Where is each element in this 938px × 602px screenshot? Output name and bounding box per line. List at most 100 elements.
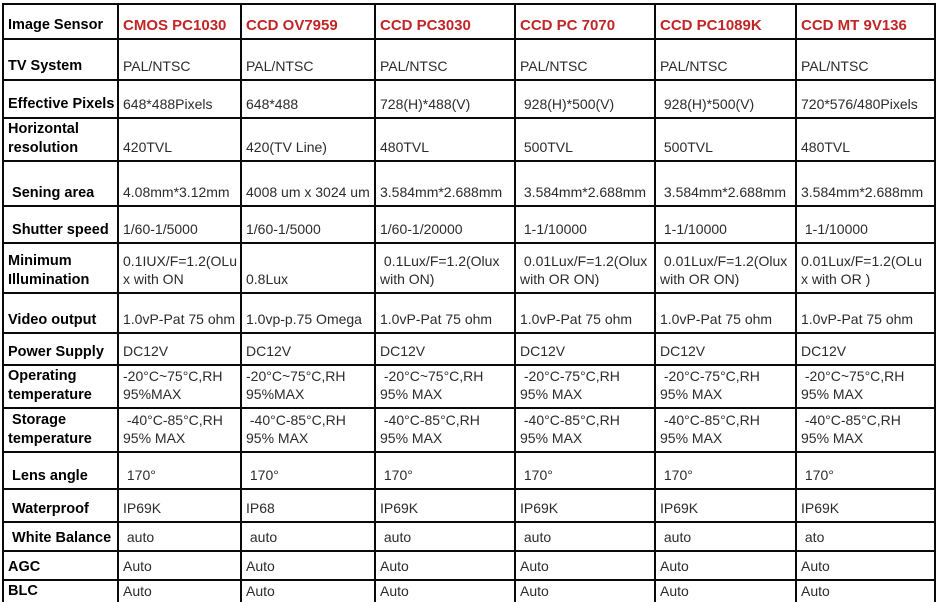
spec-cell: Auto: [654, 579, 797, 602]
row-label: Storage temperature: [2, 407, 119, 454]
spec-cell: PAL/NTSC: [514, 38, 656, 81]
spec-cell: Auto: [654, 550, 797, 582]
spec-cell: 1.0vP-Pat 75 ohm: [514, 292, 656, 335]
spec-cell: 1/60-1/5000: [240, 205, 376, 245]
spec-cell: 1-1/10000: [654, 205, 797, 245]
spec-cell: Auto: [795, 550, 936, 582]
row-label: Lens angle: [2, 451, 119, 491]
spec-cell: -40°C-85°C,RH 95% MAX: [514, 407, 656, 454]
spec-cell: Auto: [795, 579, 936, 602]
table-row: Lens angle 170° 170° 170° 170° 170° 170°: [2, 451, 936, 491]
row-label: White Balance: [2, 521, 119, 553]
row-label: Horizontal resolution: [2, 116, 119, 163]
spec-cell: 0.8Lux: [240, 242, 376, 295]
spec-cell: 1.0vp-p.75 Omega: [240, 292, 376, 335]
spec-cell: IP69K: [654, 488, 797, 524]
row-label: Waterproof: [2, 488, 119, 524]
spec-cell: DC12V: [117, 332, 242, 367]
row-label: Sening area: [2, 160, 119, 208]
spec-cell: 170°: [654, 451, 797, 491]
spec-cell: Auto: [374, 579, 516, 602]
spec-cell: 928(H)*500(V): [514, 79, 656, 119]
spec-cell: DC12V: [795, 332, 936, 367]
spec-cell: IP68: [240, 488, 376, 524]
spec-cell: 500TVL: [654, 116, 797, 163]
table-row: Shutter speed 1/60-1/5000 1/60-1/5000 1/60-…: [2, 205, 936, 245]
spec-cell: auto: [374, 521, 516, 553]
row-label: Operating temperature: [2, 364, 119, 410]
spec-cell: 3.584mm*2.688mm: [795, 160, 936, 208]
table-row: BLC Auto Auto Auto Auto Auto Auto: [2, 579, 936, 602]
column-header: CCD OV7959: [240, 3, 376, 40]
spec-cell: 928(H)*500(V): [654, 79, 797, 119]
column-header: CCD MT 9V136: [795, 3, 936, 40]
spec-cell: 1.0vP-Pat 75 ohm: [374, 292, 516, 335]
table-row: Horizontal resolution 420TVL 420(TV Line) 4…: [2, 116, 936, 163]
spec-cell: 0.01Lux/F=1.2(OLu x with OR ): [795, 242, 936, 295]
spec-cell: auto: [654, 521, 797, 553]
spec-cell: 170°: [240, 451, 376, 491]
spec-cell: DC12V: [654, 332, 797, 367]
spec-cell: PAL/NTSC: [374, 38, 516, 81]
spec-cell: 480TVL: [374, 116, 516, 163]
column-header: CCD PC 7070: [514, 3, 656, 40]
table-row: Effective Pixels 648*488Pixels 648*488 728(…: [2, 79, 936, 119]
spec-cell: ato: [795, 521, 936, 553]
spec-cell: Auto: [514, 579, 656, 602]
row-label: TV System: [2, 38, 119, 81]
spec-cell: -20°C~75°C,RH 95%MAX: [117, 364, 242, 410]
spec-cell: 648*488Pixels: [117, 79, 242, 119]
spec-cell: PAL/NTSC: [795, 38, 936, 81]
header-row: Image Sensor CMOS PC1030 CCD OV7959 CCD PC…: [2, 3, 936, 40]
spec-cell: 480TVL: [795, 116, 936, 163]
spec-cell: -20°C~75°C,RH 95%MAX: [240, 364, 376, 410]
row-label: BLC: [2, 579, 119, 602]
table-row: AGC Auto Auto Auto Auto Auto Auto: [2, 550, 936, 582]
spec-cell: DC12V: [514, 332, 656, 367]
spec-cell: auto: [240, 521, 376, 553]
spec-cell: IP69K: [795, 488, 936, 524]
spec-cell: Auto: [514, 550, 656, 582]
spec-cell: PAL/NTSC: [240, 38, 376, 81]
spec-cell: 4.08mm*3.12mm: [117, 160, 242, 208]
spec-cell: auto: [117, 521, 242, 553]
spec-cell: 1-1/10000: [795, 205, 936, 245]
row-label: AGC: [2, 550, 119, 582]
spec-cell: 170°: [374, 451, 516, 491]
table-row: TV System PAL/NTSC PAL/NTSC PAL/NTSC PAL/NTS…: [2, 38, 936, 81]
spec-cell: 720*576/480Pixels: [795, 79, 936, 119]
spec-cell: Auto: [240, 579, 376, 602]
spec-cell: 420(TV Line): [240, 116, 376, 163]
spec-cell: 1.0vP-Pat 75 ohm: [117, 292, 242, 335]
spec-cell: auto: [514, 521, 656, 553]
table-row: White Balance auto auto auto auto auto a…: [2, 521, 936, 553]
table-row: Storage temperature -40°C-85°C,RH 95% MA…: [2, 407, 936, 454]
spec-cell: IP69K: [374, 488, 516, 524]
spec-cell: 1.0vP-Pat 75 ohm: [795, 292, 936, 335]
table-row: Minimum Illumination 0.1IUX/F=1.2(OLu x w…: [2, 242, 936, 295]
spec-cell: 3.584mm*2.688mm: [374, 160, 516, 208]
column-header: CMOS PC1030: [117, 3, 242, 40]
spec-cell: 0.01Lux/F=1.2(Olux with OR ON): [514, 242, 656, 295]
spec-cell: PAL/NTSC: [654, 38, 797, 81]
table-row: Video output 1.0vP-Pat 75 ohm 1.0vp-p.75 O…: [2, 292, 936, 335]
spec-cell: DC12V: [240, 332, 376, 367]
spec-cell: 1/60-1/5000: [117, 205, 242, 245]
spec-cell: -40°C-85°C,RH 95% MAX: [654, 407, 797, 454]
spec-cell: -20°C~75°C,RH 95% MAX: [374, 364, 516, 410]
spec-cell: 3.584mm*2.688mm: [514, 160, 656, 208]
spec-cell: -40°C-85°C,RH 95% MAX: [117, 407, 242, 454]
spec-cell: 3.584mm*2.688mm: [654, 160, 797, 208]
spec-cell: -20°C-75°C,RH 95% MAX: [514, 364, 656, 410]
camera-spec-table: Image Sensor CMOS PC1030 CCD OV7959 CCD PC…: [2, 3, 936, 602]
spec-cell: Auto: [240, 550, 376, 582]
spec-cell: 1-1/10000: [514, 205, 656, 245]
row-label: Shutter speed: [2, 205, 119, 245]
row-label: Effective Pixels: [2, 79, 119, 119]
table-row: Power Supply DC12V DC12V DC12V DC12V DC12V DC1…: [2, 332, 936, 367]
spec-cell: -40°C-85°C,RH 95% MAX: [795, 407, 936, 454]
row-label: Minimum Illumination: [2, 242, 119, 295]
spec-cell: IP69K: [117, 488, 242, 524]
table-row: Sening area 4.08mm*3.12mm 4008 um x 3024 u…: [2, 160, 936, 208]
